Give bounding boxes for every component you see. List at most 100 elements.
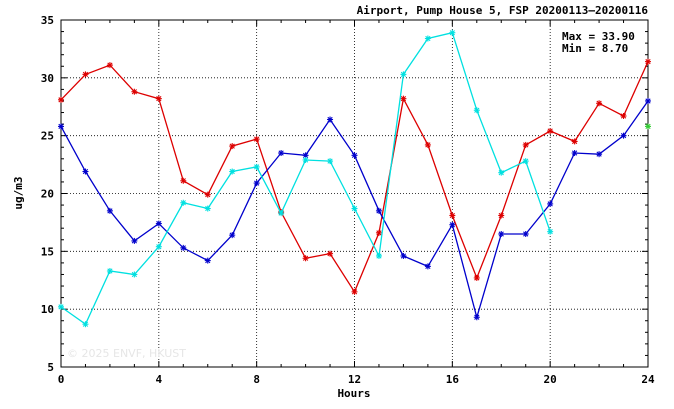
y-tick-label: 35: [41, 14, 54, 27]
x-tick-label: 16: [446, 373, 460, 386]
data-point: [58, 123, 64, 130]
y-tick-label: 15: [41, 245, 54, 258]
data-point: [571, 150, 578, 157]
data-point: [58, 96, 64, 103]
data-point: [400, 95, 407, 102]
series-3: [645, 123, 651, 130]
data-point: [155, 220, 162, 227]
data-point: [620, 113, 627, 120]
x-tick-labels: 0 4 8 12 16 20 24: [58, 373, 655, 386]
data-point: [596, 100, 603, 107]
min-label: Min = 8.70: [562, 42, 628, 55]
data-point: [229, 168, 236, 175]
data-point: [180, 244, 187, 251]
x-tick-label: 8: [253, 373, 260, 386]
data-point: [131, 88, 138, 95]
data-point: [424, 35, 431, 42]
tick-marks: [60, 19, 649, 368]
data-point: [327, 250, 334, 257]
data-point: [571, 138, 578, 145]
data-point: [253, 136, 260, 143]
data-point: [375, 252, 382, 259]
data-point: [327, 158, 334, 165]
data-point: [302, 255, 309, 262]
data-point: [253, 163, 260, 170]
data-point: [278, 210, 285, 217]
y-tick-label: 20: [41, 188, 54, 201]
data-point: [547, 228, 554, 235]
data-point: [473, 274, 480, 281]
data-point: [204, 191, 211, 198]
data-point: [351, 152, 358, 159]
series-0: [58, 58, 651, 295]
chart-title: Airport, Pump House 5, FSP 20200113–2020…: [357, 4, 649, 17]
data-point: [253, 180, 260, 187]
data-point: [106, 62, 113, 69]
watermark: © 2025 ENVF, HKUST: [67, 347, 186, 360]
data-point: [522, 230, 529, 237]
data-point: [180, 199, 187, 206]
data-point: [449, 29, 456, 36]
data-point: [58, 303, 64, 310]
data-point: [278, 150, 285, 157]
data-point: [400, 71, 407, 78]
data-point: [547, 128, 554, 135]
data-point: [131, 271, 138, 278]
grid: [61, 20, 648, 367]
data-point: [229, 232, 236, 239]
data-point: [375, 229, 382, 236]
data-point: [400, 252, 407, 259]
data-point: [155, 95, 162, 102]
data-point: [547, 200, 554, 207]
data-point: [106, 267, 113, 274]
data-point: [82, 71, 89, 78]
x-tick-label: 24: [641, 373, 655, 386]
max-label: Max = 33.90: [562, 30, 635, 43]
y-tick-labels: 5 10 15 20 25 30 35: [41, 14, 54, 374]
data-point: [620, 132, 627, 139]
data-point: [424, 263, 431, 270]
y-tick-label: 30: [41, 72, 54, 85]
data-point: [473, 107, 480, 114]
data-point: [302, 156, 309, 163]
x-tick-label: 20: [544, 373, 557, 386]
data-point: [229, 143, 236, 150]
data-point: [498, 212, 505, 219]
data-point: [82, 321, 89, 328]
y-tick-label: 10: [41, 303, 54, 316]
data-point: [449, 212, 456, 219]
data-point: [424, 141, 431, 148]
y-tick-label: 25: [41, 130, 54, 143]
x-tick-label: 4: [156, 373, 163, 386]
data-point: [106, 207, 113, 214]
series-2: [58, 29, 554, 328]
data-point: [204, 257, 211, 264]
data-point: [82, 168, 89, 175]
x-axis-label: Hours: [337, 387, 370, 400]
data-point: [180, 177, 187, 184]
data-point: [351, 205, 358, 212]
data-point: [155, 243, 162, 250]
data-point: [645, 97, 651, 104]
y-tick-label: 5: [47, 361, 54, 374]
series-1: [58, 97, 651, 321]
data-point: [375, 207, 382, 214]
y-axis-label: ug/m3: [12, 176, 25, 209]
data-point: [449, 221, 456, 228]
data-point: [131, 237, 138, 244]
data-point: [645, 123, 651, 130]
x-tick-label: 12: [348, 373, 361, 386]
data-point: [596, 151, 603, 158]
data-point: [473, 314, 480, 321]
x-tick-label: 0: [58, 373, 65, 386]
data-point: [204, 205, 211, 212]
data-point: [327, 116, 334, 123]
data-point: [522, 141, 529, 148]
data-point: [498, 169, 505, 176]
series-group: [58, 29, 651, 328]
data-point: [498, 230, 505, 237]
data-point: [522, 158, 529, 165]
data-point: [351, 288, 358, 295]
data-point: [645, 58, 651, 65]
